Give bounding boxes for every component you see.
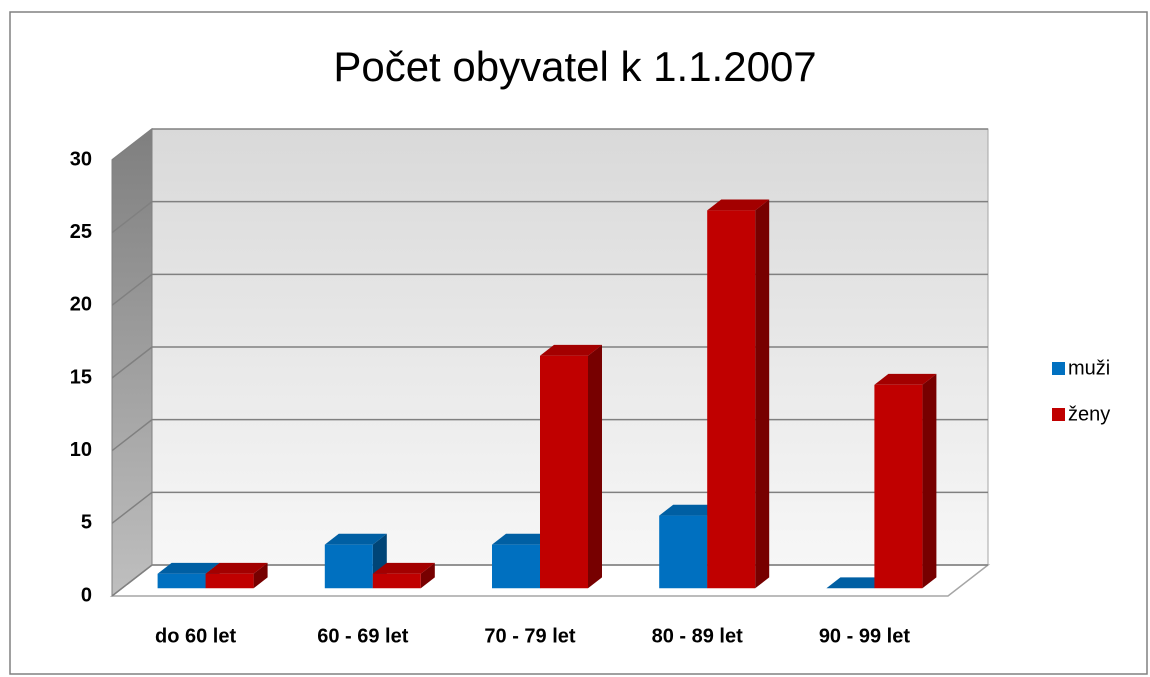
bar-top <box>659 504 722 516</box>
bar <box>324 544 373 589</box>
bar-top <box>324 533 387 545</box>
bar-top <box>707 199 770 211</box>
bar <box>205 573 254 589</box>
y-tick-label: 15 <box>70 366 92 388</box>
x-tick-label: 70 - 79 let <box>484 625 576 647</box>
bar <box>707 210 756 589</box>
legend-label: ženy <box>1068 403 1110 425</box>
x-tick-label: 80 - 89 let <box>652 625 744 647</box>
bar-side <box>588 344 602 589</box>
bar-top <box>372 562 435 574</box>
bar-top <box>492 533 554 545</box>
grid-line <box>111 200 988 234</box>
bar-top <box>826 577 889 589</box>
bar <box>659 515 708 589</box>
y-tick-label: 10 <box>70 439 92 461</box>
legend-swatch <box>1052 362 1065 375</box>
bar-top <box>157 562 220 574</box>
legend-swatch <box>1052 408 1065 421</box>
bar <box>492 544 540 589</box>
bar-side <box>755 199 770 589</box>
chart-title: Počet obyvatel k 1.1.2007 <box>333 43 816 90</box>
y-tick-label: 25 <box>70 221 92 243</box>
y-tick-label: 0 <box>81 584 92 606</box>
bar <box>157 573 206 589</box>
bar-side <box>253 562 268 589</box>
grid-line <box>111 128 988 161</box>
bar-top <box>205 562 268 574</box>
bar <box>540 355 588 589</box>
x-tick-label: 90 - 99 let <box>819 625 911 647</box>
y-tick-label: 5 <box>81 512 92 534</box>
x-tick-label: 60 - 69 let <box>317 625 409 647</box>
bar-top <box>540 344 602 356</box>
x-tick-label: do 60 let <box>155 625 236 647</box>
y-tick-label: 20 <box>70 294 92 316</box>
bar-side <box>922 373 937 589</box>
bar-side <box>420 562 435 589</box>
bar <box>874 384 923 589</box>
legend-label: muži <box>1068 357 1110 379</box>
bar-top <box>874 373 937 385</box>
y-tick-label: 30 <box>70 148 92 170</box>
bar <box>372 573 421 589</box>
